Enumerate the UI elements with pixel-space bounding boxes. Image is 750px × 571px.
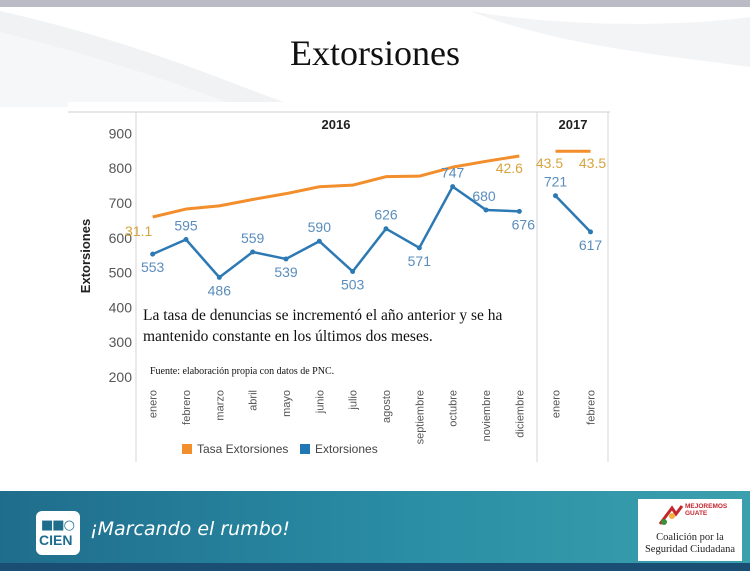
x-tick-label: mayo — [281, 390, 293, 417]
extorsiones-point — [316, 238, 322, 244]
x-tick-label: diciembre — [514, 390, 526, 438]
x-tick-label: agosto — [381, 390, 393, 423]
x-tick-label: septiembre — [414, 390, 426, 444]
y-tick-label: 400 — [109, 299, 133, 315]
footer-bar — [0, 491, 750, 571]
x-tick-label: julio — [348, 390, 360, 411]
tasa-data-label: 43.5 — [579, 155, 606, 171]
y-axis-title: Extorsiones — [78, 219, 93, 293]
extorsiones-data-label: 626 — [374, 207, 398, 223]
panel-year-label: 2016 — [322, 117, 351, 132]
x-tick-label: marzo — [214, 390, 226, 421]
extorsiones-data-label: 590 — [308, 219, 332, 235]
x-tick-label: noviembre — [481, 390, 493, 441]
footer-stripe — [0, 563, 750, 571]
top-stripe — [0, 0, 750, 7]
extorsiones-data-label: 539 — [274, 264, 298, 280]
tasa-data-label: 43.5 — [536, 155, 563, 171]
x-tick-label: enero — [551, 390, 563, 418]
extorsiones-line — [554, 194, 592, 233]
x-tick-label: junio — [314, 390, 326, 414]
extorsiones-point — [588, 229, 593, 235]
y-tick-label: 600 — [109, 230, 133, 246]
extorsiones-data-label: 559 — [241, 230, 265, 246]
extorsiones-data-label: 617 — [579, 237, 603, 253]
extorsiones-point — [416, 245, 422, 251]
partner-emblem-icon — [658, 505, 684, 525]
y-tick-label: 500 — [109, 265, 133, 281]
extorsiones-point — [183, 236, 189, 242]
extorsiones-point — [383, 226, 389, 232]
x-tick-label: enero — [148, 390, 160, 418]
extorsiones-point — [483, 207, 489, 213]
extorsiones-data-label: 676 — [512, 216, 536, 232]
extorsiones-data-label: 486 — [208, 282, 232, 298]
y-tick-label: 300 — [109, 334, 133, 350]
extorsiones-data-label: 721 — [544, 174, 568, 190]
footer-slogan: ¡Marcando el rumbo! — [90, 518, 290, 540]
legend-swatch — [182, 444, 192, 454]
x-tick-label: abril — [248, 390, 260, 411]
tasa-data-label: 42.6 — [496, 160, 523, 176]
panel-year-label: 2017 — [559, 117, 588, 132]
extorsiones-line — [152, 185, 520, 279]
x-tick-label: octubre — [448, 390, 460, 427]
line-chart: 200300400500600700800900010203040Extorsi… — [68, 111, 610, 462]
chart-panel — [68, 102, 610, 462]
partner-logo: MEJOREMOS GUATE Coalición por la Segurid… — [638, 499, 742, 561]
y-tick-label: 900 — [109, 125, 133, 141]
logo-word: CIEN — [39, 532, 73, 548]
extorsiones-point — [350, 268, 356, 274]
extorsiones-data-label: 680 — [472, 188, 496, 204]
legend-swatch — [300, 444, 310, 454]
y-tick-label: 200 — [109, 369, 133, 385]
logo-mark: ■■○ — [41, 518, 75, 533]
x-tick-label: febrero — [586, 390, 598, 425]
y-tick-label: 800 — [109, 160, 133, 176]
legend-label: Tasa Extorsiones — [197, 442, 288, 456]
source-note: Fuente: elaboración propia con datos de … — [150, 366, 335, 377]
extorsiones-point — [250, 249, 256, 255]
extorsiones-data-label: 503 — [341, 276, 365, 292]
slide-title: Extorsiones — [290, 33, 460, 73]
extorsiones-point — [283, 256, 289, 262]
tasa-data-label: 31.1 — [125, 223, 152, 239]
extorsiones-point — [516, 208, 522, 214]
partner-name: Coalición por la Seguridad Ciudadana — [644, 532, 736, 555]
x-tick-label: febrero — [181, 390, 193, 425]
extorsiones-point — [553, 193, 558, 199]
chart-annotation: La tasa de denuncias se incrementó el añ… — [143, 305, 533, 347]
extorsiones-data-label: 595 — [174, 217, 198, 233]
background-decoration — [0, 11, 750, 107]
extorsiones-data-label: 571 — [408, 253, 432, 269]
y-tick-label: 700 — [109, 195, 133, 211]
legend-label: Extorsiones — [315, 442, 378, 456]
extorsiones-point — [216, 274, 222, 280]
extorsiones-data-label: 553 — [141, 259, 165, 275]
partner-small-text: MEJOREMOS GUATE — [685, 503, 728, 517]
extorsiones-point — [450, 184, 456, 190]
cien-logo: ■■○ CIEN — [36, 511, 80, 555]
tasa-extorsiones-line — [152, 154, 520, 219]
extorsiones-data-label: 747 — [441, 165, 465, 181]
extorsiones-point — [150, 251, 156, 257]
